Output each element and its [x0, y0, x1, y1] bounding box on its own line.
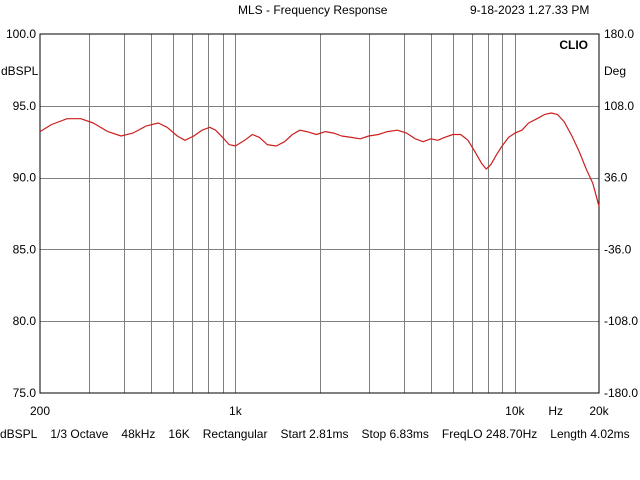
status-item: 16K	[168, 427, 190, 441]
y-tick-label: 75.0	[13, 386, 37, 400]
y-right-tick-label: -180.0	[604, 386, 638, 400]
y-right-tick-label: -108.0	[604, 314, 638, 328]
x-tick-label: Hz	[548, 404, 563, 418]
x-tick-label: 20k	[589, 404, 609, 418]
status-item: 1/3 Octave	[50, 427, 109, 441]
y-tick-label: 85.0	[13, 242, 37, 256]
plot-frame	[39, 33, 600, 394]
y-tick-label: 100.0	[6, 27, 36, 41]
frequency-response-chart: 100.0 95.0 90.0 85.0 80.0 75.0 180.0 108.0 36.0 -…	[1, 27, 638, 418]
timestamp: 9-18-2023 1.27.33 PM	[470, 3, 590, 17]
status-item: Rectangular	[202, 427, 268, 441]
y-tick-label: 80.0	[13, 314, 37, 328]
y-tick-label: 95.0	[13, 99, 37, 113]
status-item: Length 4.02ms	[550, 427, 630, 441]
y-axis-label-left: dBSPL	[1, 64, 39, 78]
y-right-tick-label: 180.0	[604, 27, 634, 41]
frequency-response-line	[39, 112, 600, 207]
status-bar: dBSPL 1/3 Octave 48kHz 16K Rectangular Start …	[0, 427, 640, 441]
y-right-tick-label: 36.0	[604, 171, 628, 185]
y-right-tick-label: 108.0	[604, 99, 634, 113]
status-item: dBSPL	[0, 427, 38, 441]
brand-label: CLIO	[559, 38, 588, 52]
status-item: Start 2.81ms	[280, 427, 349, 441]
x-tick-label: 200	[30, 404, 50, 418]
status-item: Stop 6.83ms	[361, 427, 429, 441]
y-axis-label-right: Deg	[604, 64, 626, 78]
x-tick-label: 1k	[229, 404, 243, 418]
y-right-tick-label: -36.0	[604, 242, 632, 256]
x-tick-label: 10k	[505, 404, 525, 418]
status-item: 48kHz	[121, 427, 156, 441]
status-item: FreqLO 248.70Hz	[441, 427, 538, 441]
chart-title: MLS - Frequency Response	[238, 3, 388, 17]
y-tick-label: 90.0	[13, 171, 37, 185]
